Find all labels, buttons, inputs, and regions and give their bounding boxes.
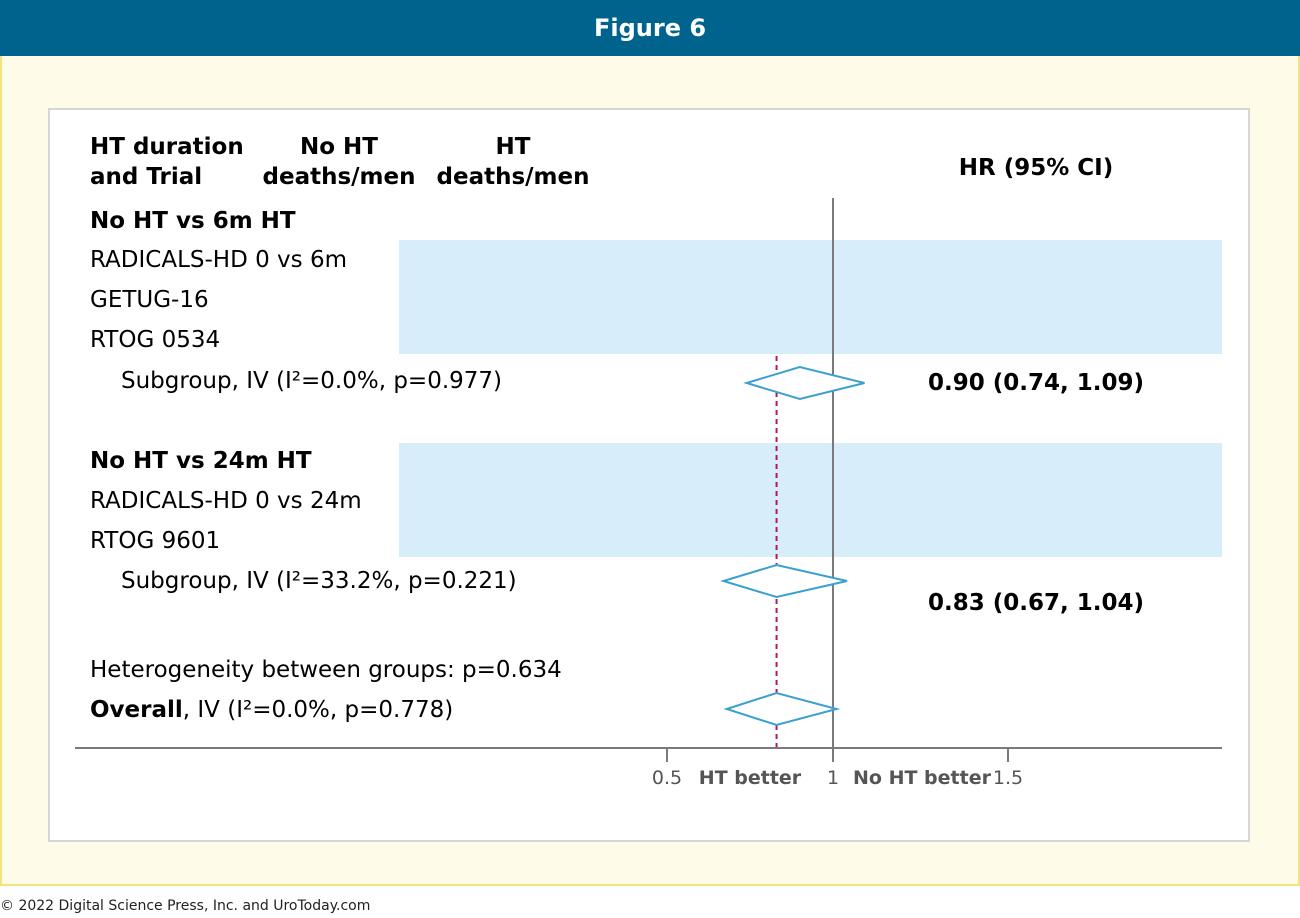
favors-right-label: No HT better [853,767,992,789]
group-label: No HT vs 24m HT [90,448,312,474]
trial-label: RADICALS-HD 0 vs 24m [90,488,362,514]
col-header-ht-line1: HT [496,134,531,160]
subgroup-hr-text: 0.83 (0.67, 1.04) [928,590,1144,616]
trial-label: RTOG 0534 [90,327,220,353]
trial-label: RADICALS-HD 0 vs 6m [90,247,347,273]
favors-left-label: HT better [699,767,802,789]
col-header-noht-line1: No HT [300,134,378,160]
overall-diamond [723,691,841,727]
col-header-trial-line1: HT duration [90,134,244,160]
redaction-masks [399,240,1222,557]
overall-label-bold: Overall [90,697,183,723]
x-tick-label: 1.5 [993,767,1023,789]
subgroup-hr-text: 0.90 (0.74, 1.09) [928,370,1144,396]
col-header-trial-line2: and Trial [90,164,202,190]
x-axis: 0.5 1 1.5 [75,747,1222,789]
summary-diamonds [719,365,865,727]
trial-label: RTOG 9601 [90,528,220,554]
subgroup-label: Subgroup, IV (I²=0.0%, p=0.977) [121,368,502,394]
subgroup-diamond-24m [719,563,848,599]
col-header-noht-line2: deaths/men [263,164,416,190]
x-tick-label: 0.5 [652,767,682,789]
figure-title: Figure 6 [593,14,707,42]
mask-block-group1 [399,240,1222,354]
subgroup-label: Subgroup, IV (I²=33.2%, p=0.221) [121,568,517,594]
trial-label: GETUG-16 [90,287,209,313]
col-header-ht-line2: deaths/men [437,164,590,190]
figure-title-bar: Figure 6 [0,0,1300,56]
forest-plot: HT duration and Trial No HT deaths/men H… [75,134,1222,789]
subgroup-diamond-6m [743,365,865,401]
heterogeneity-text: Heterogeneity between groups: p=0.634 [90,657,562,683]
copyright-notice: © 2022 Digital Science Press, Inc. and U… [0,898,371,914]
mask-block-group2 [399,443,1222,557]
reference-lines [775,198,834,748]
group-label: No HT vs 6m HT [90,208,296,234]
col-header-hr: HR (95% CI) [959,155,1114,181]
overall-label-rest: , IV (I²=0.0%, p=0.778) [183,697,453,723]
overall-label: Overall, IV (I²=0.0%, p=0.778) [90,697,453,723]
forest-rows: No HT vs 6m HT RADICALS-HD 0 vs 6m GETUG-1… [90,208,1144,616]
x-tick-label: 1 [827,767,839,789]
